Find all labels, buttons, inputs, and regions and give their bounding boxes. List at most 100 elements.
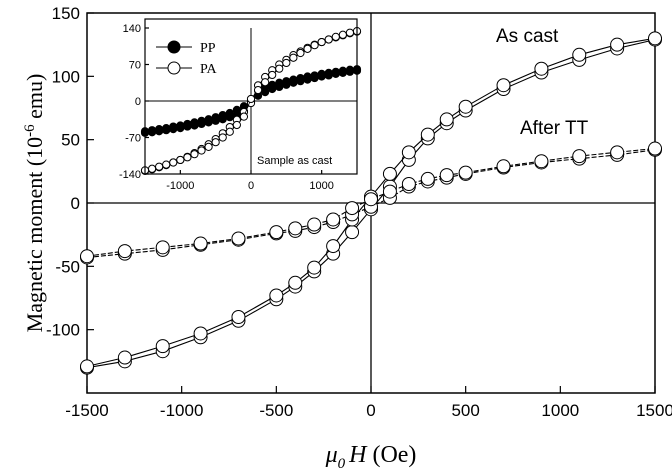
data-point-after-tt [572,149,587,164]
main-series [80,31,662,375]
series-line-after-tt [86,147,656,257]
legend-marker-pa [167,61,181,75]
x-tick-label: -1000 [160,401,203,420]
x-axis-label-symbol: μ [325,442,338,468]
x-tick-label: 1500 [636,401,672,420]
y-axis-label: Magnetic moment (10-6 emu) [22,74,47,333]
inset-data-point-pa [253,85,263,95]
data-point-as-cast [155,339,170,354]
inset-data-point-pa [275,64,284,73]
inset-data-point-pp [303,75,312,84]
inset-chart: -1000 0 1000 -140 -70 0 70 140 Sample as cast P… [119,18,362,192]
data-point-as-cast [80,359,94,374]
data-point-after-tt [326,212,341,227]
inset-y-tick-label: 0 [135,96,141,108]
inset-data-point-pa [268,70,277,80]
inset-ticks: -1000 0 1000 -140 -70 0 70 140 [119,23,334,192]
data-point-as-cast [269,288,284,303]
data-point-as-cast [382,166,397,181]
inset-data-point-pa [204,142,213,151]
x-tick-label: 500 [451,401,479,420]
data-point-after-tt [648,141,662,156]
inset-data-point-pa [218,133,227,142]
inset-data-point-pp [155,127,164,136]
annotation-after-tt: After TT [520,118,589,139]
data-point-as-cast [439,112,454,127]
data-point-after-tt [288,221,303,236]
legend-label-pp: PP [200,41,216,56]
inset-data-point-pa [162,160,171,169]
inset-data-point-pa [225,127,234,136]
x-tick-label: 0 [366,401,375,420]
inset-data-point-pa [324,35,333,44]
data-point-as-cast [345,225,360,240]
inset-frame [144,18,358,175]
data-point-after-tt [496,159,511,174]
inset-data-point-pp [324,71,333,80]
inset-y-tick-label: 70 [129,59,141,71]
inset-y-tick-label: -70 [125,132,141,144]
inset-data-point-pa [246,94,256,104]
data-point-after-tt [193,236,208,251]
inset-data-point-pp [190,121,199,130]
data-point-as-cast [288,275,303,290]
data-point-as-cast [610,37,625,52]
data-point-as-cast [401,145,416,160]
annotation-as-cast: As cast [496,26,559,47]
inset-data-point-pp [289,78,298,87]
y-tick-label: 0 [71,194,80,213]
data-point-as-cast [326,239,341,254]
data-point-after-tt [231,231,246,246]
inset-data-point-pp [147,128,157,137]
inset-data-point-pa [176,155,185,165]
data-point-after-tt [420,171,435,186]
inset-legend: PP PA [156,40,218,77]
inset-data-point-pa [232,120,241,130]
y-tick-label: -100 [46,321,80,340]
data-point-after-tt [401,177,416,191]
data-point-after-tt [534,154,549,169]
data-point-as-cast [307,260,322,275]
data-point-as-cast [496,78,511,93]
inset-data-point-pa [345,28,355,37]
inset-data-point-pp [296,77,305,86]
data-point-after-tt [439,168,454,183]
inset-data-point-pa [282,58,291,68]
x-tick-label: -1500 [65,401,108,420]
legend-label-pa: PA [200,62,218,77]
data-point-as-cast [534,61,549,76]
x-axis-label-sub: 0 [338,456,346,472]
y-axis-label-unit: emu) [22,74,47,125]
main-ticks: -1500 -1000 -500 0 500 1000 1500-100-500501001… [46,4,672,420]
inset-x-tick-label: 1000 [309,180,333,192]
x-axis-label: μ0 H (Oe) [325,442,417,472]
inset-data-point-pa [239,112,249,121]
data-point-as-cast [458,99,473,114]
inset-annotation: Sample as cast [257,155,332,167]
data-point-as-cast [117,350,132,365]
inset-data-point-pp [211,116,220,125]
data-point-as-cast [193,326,208,341]
x-axis-label-var: H [348,442,368,468]
data-point-after-tt [117,244,132,259]
inset-data-point-pp [310,73,319,83]
y-tick-label: -50 [55,257,80,276]
inset-data-point-pp [331,69,340,78]
data-point-after-tt [155,240,170,255]
inset-y-tick-label: 140 [123,23,141,35]
inset-x-tick-label: -1000 [166,180,194,192]
data-point-after-tt [610,145,625,160]
y-tick-label: 50 [61,131,80,150]
inset-data-point-pa [261,78,270,87]
inset-series [140,27,362,175]
legend-marker-pp [167,40,181,54]
data-point-after-tt [345,201,360,216]
data-point-after-tt [307,217,322,232]
data-point-as-cast [572,47,587,62]
inset-data-point-pp [204,118,213,127]
inset-data-point-pp [282,80,291,89]
inset-data-point-pp [338,68,347,77]
inset-data-point-pa [317,37,326,47]
data-point-after-tt [364,192,378,207]
inset-data-point-pa [310,41,319,50]
